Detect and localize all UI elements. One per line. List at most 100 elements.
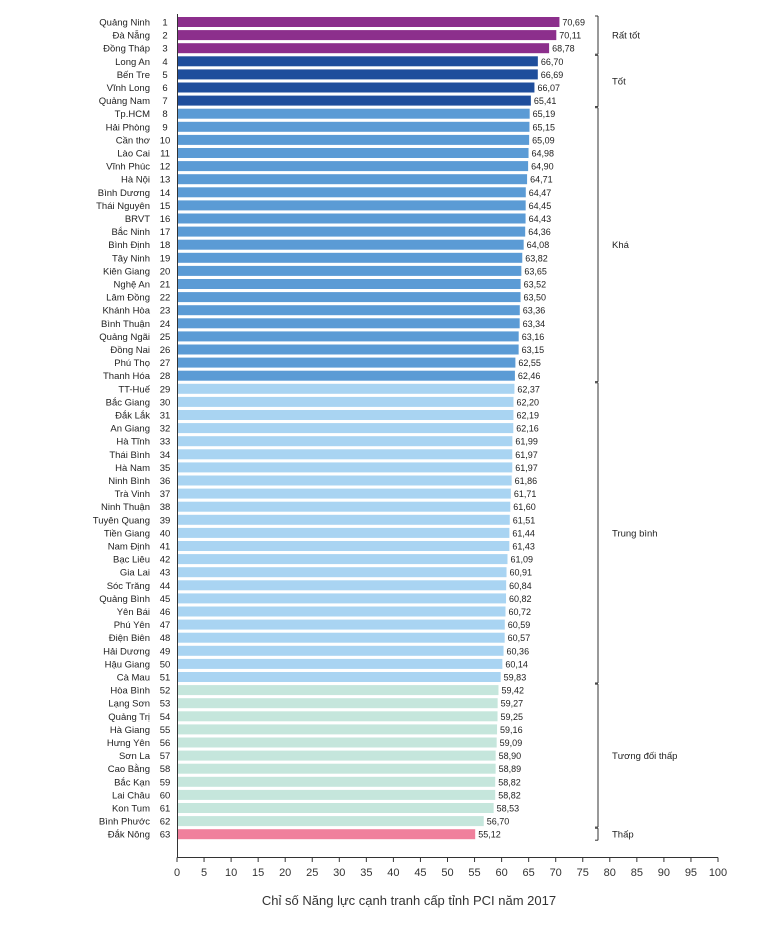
bar: [177, 737, 497, 748]
value-label: 61,99: [515, 437, 538, 447]
bar: [177, 95, 531, 106]
bar-row: Hưng Yên 56 59,09: [107, 737, 522, 749]
bar-row: Thái Bình 34 61,97: [109, 449, 538, 461]
value-label: 59,16: [500, 725, 523, 735]
value-label: 60,91: [510, 568, 533, 578]
bar: [177, 501, 511, 512]
bar-row: Đà Nẵng 2 70,11: [113, 30, 581, 42]
bar-row: Quảng Ninh 1 70,69: [99, 17, 585, 29]
bar: [177, 449, 513, 460]
group-bracket: Thấp: [595, 827, 634, 841]
bar-row: Hà Tĩnh 33 61,99: [116, 436, 538, 448]
rank-label: 32: [160, 424, 171, 435]
bar: [177, 344, 519, 355]
rank-label: 7: [162, 96, 167, 107]
province-label: BRVT: [125, 214, 150, 225]
bar-row: Vĩnh Long 6 66,07: [107, 82, 560, 94]
value-label: 61,43: [512, 542, 535, 552]
province-label: Phú Yên: [114, 620, 150, 631]
rank-label: 2: [162, 31, 167, 42]
x-tick: 5: [201, 857, 207, 879]
province-label: Bình Thuận: [101, 319, 150, 330]
bar-row: Bình Dương 14 64,47: [98, 187, 552, 199]
bar-row: Quảng Ngãi 25 63,16: [99, 331, 544, 343]
province-label: Hà Giang: [110, 725, 150, 736]
x-tick-label: 50: [441, 867, 453, 879]
rank-label: 34: [160, 450, 171, 461]
province-label: Điện Biên: [109, 633, 150, 644]
rank-label: 13: [160, 175, 171, 186]
value-label: 59,25: [501, 712, 524, 722]
bar: [177, 763, 496, 774]
x-tick: 25: [306, 857, 318, 879]
bar-row: Ninh Thuận 38 61,60: [101, 501, 536, 513]
bar-row: Đắk Nông 63 55,12: [108, 829, 501, 841]
bar: [177, 645, 504, 656]
x-axis-label: Chỉ số Năng lực cạnh tranh cấp tỉnh PCI …: [262, 893, 556, 908]
province-label: Cao Bằng: [108, 764, 150, 775]
bar: [177, 514, 510, 525]
bar-row: BRVT 16 64,43: [125, 213, 551, 225]
rank-label: 28: [160, 371, 171, 382]
bar-row: Tây Ninh 19 63,82: [112, 252, 548, 264]
group-bracket: Rất tốt: [595, 15, 640, 55]
x-tick-label: 85: [631, 867, 643, 879]
bar-row: Lào Cai 11 64,98: [117, 148, 554, 160]
bar: [177, 187, 526, 198]
value-label: 64,71: [530, 175, 553, 185]
value-label: 61,86: [515, 476, 538, 486]
rank-label: 37: [160, 489, 171, 500]
rank-label: 30: [160, 397, 171, 408]
value-label: 60,82: [509, 594, 532, 604]
province-label: Vĩnh Long: [107, 83, 150, 94]
rank-label: 63: [160, 830, 171, 841]
bar-row: Long An 4 66,70: [115, 56, 563, 68]
x-tick-label: 95: [685, 867, 697, 879]
bar: [177, 148, 529, 158]
rank-label: 43: [160, 568, 171, 579]
group-brackets: Rất tốt Tốt Khá Trung bình Tương đối thấp Thấ…: [595, 15, 677, 841]
value-label: 60,14: [505, 659, 528, 669]
bar-row: Bắc Giang 30 62,20: [106, 396, 539, 408]
province-label: Ninh Bình: [108, 476, 150, 487]
value-label: 62,16: [516, 424, 539, 434]
x-tick: 70: [550, 857, 562, 879]
province-label: Hải Phòng: [106, 122, 150, 133]
group-label: Trung bình: [612, 528, 658, 539]
province-label: Cần thơ: [116, 135, 150, 146]
bar: [177, 279, 521, 289]
bar-row: Đồng Nai 26 63,15: [110, 344, 545, 356]
bar: [177, 816, 484, 827]
rank-label: 62: [160, 817, 171, 828]
rank-label: 53: [160, 699, 171, 710]
value-label: 63,65: [524, 266, 547, 276]
value-label: 55,12: [478, 830, 501, 840]
bar: [177, 750, 496, 761]
bar: [177, 672, 501, 682]
bar: [177, 789, 496, 800]
rank-label: 58: [160, 764, 171, 775]
bar-row: Lâm Đồng 22 63,50: [106, 292, 546, 304]
x-tick-label: 10: [225, 867, 237, 879]
bar-row: Lai Châu 60 58,82: [112, 789, 521, 801]
rank-label: 9: [162, 122, 167, 133]
bar: [177, 239, 524, 250]
bar: [177, 134, 530, 145]
bar-row: Bình Phước 62 56,70: [99, 816, 509, 828]
group-bracket: Khá: [595, 107, 630, 383]
x-tick: 100: [709, 857, 727, 879]
bar-row: Bình Định 18 64,08: [108, 239, 549, 251]
group-label: Thấp: [612, 830, 634, 841]
province-label: Quảng Ninh: [99, 18, 150, 29]
bar-row: Kiên Giang 20 63,65: [103, 265, 547, 277]
x-tick-label: 70: [550, 867, 562, 879]
bar-row: Yên Bái 46 60,72: [117, 606, 531, 618]
rank-label: 59: [160, 777, 171, 788]
x-tick-label: 75: [577, 867, 589, 879]
value-label: 64,47: [529, 188, 552, 198]
value-label: 58,53: [497, 804, 520, 814]
value-label: 63,15: [522, 345, 545, 355]
x-tick: 35: [360, 857, 372, 879]
x-tick: 40: [387, 857, 400, 879]
bar-row: Hà Nội 13 64,71: [121, 174, 553, 186]
